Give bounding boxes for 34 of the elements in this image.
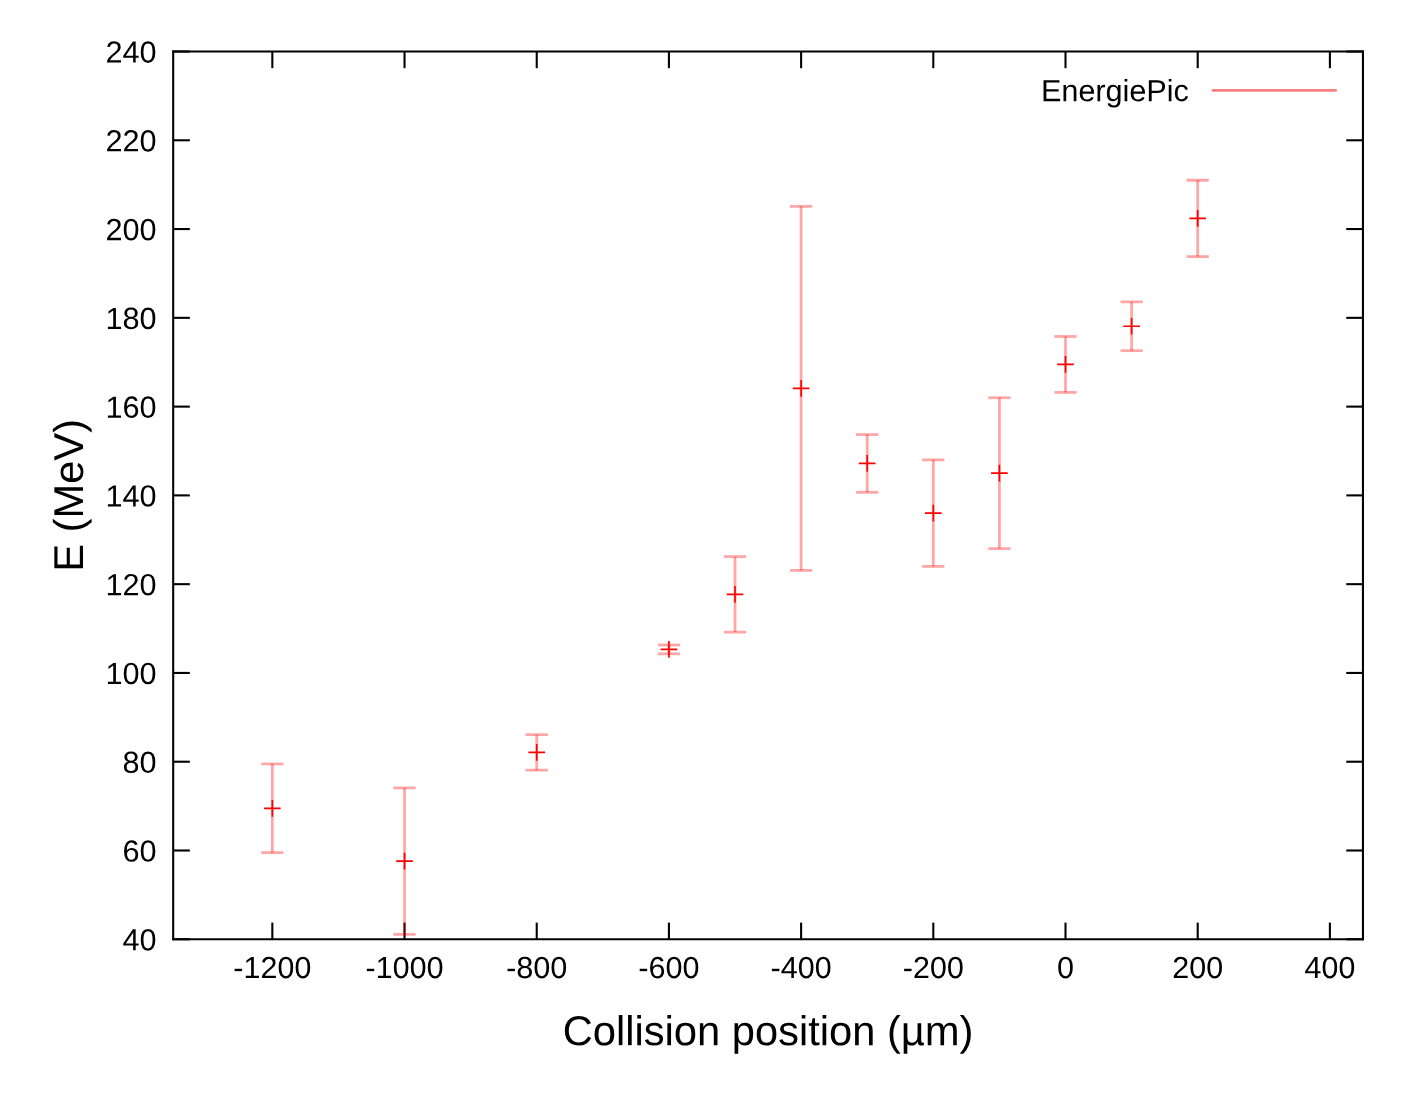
x-tick-label: -1000 <box>366 956 443 979</box>
x-tick-label: -800 <box>507 956 567 979</box>
legend-label: EnergiePic <box>1043 79 1188 108</box>
point <box>395 851 414 871</box>
x-tick-label: -200 <box>904 956 963 979</box>
x-tick-label: -1200 <box>234 956 311 979</box>
x-tick-label: 400 <box>1305 956 1355 979</box>
point <box>1122 317 1141 336</box>
point <box>990 464 1009 483</box>
y-tick-label: 240 <box>107 41 156 63</box>
point <box>1188 209 1207 228</box>
point <box>858 454 877 473</box>
point <box>725 585 745 604</box>
point <box>1056 355 1075 374</box>
point <box>791 379 811 398</box>
point <box>263 799 282 818</box>
point <box>924 503 943 523</box>
x-tick-label: -400 <box>771 956 831 979</box>
y-tick-label: 40 <box>123 929 156 951</box>
y-axis-title: E (MeV) <box>52 421 92 569</box>
point <box>527 743 546 762</box>
y-tick-label: 80 <box>123 751 156 774</box>
y-tick-label: 160 <box>107 396 156 418</box>
y-tick-label: 180 <box>107 307 156 330</box>
x-tick-label: 0 <box>1058 956 1073 979</box>
x-tick-label: -600 <box>639 956 699 979</box>
y-tick-label: 200 <box>107 218 156 241</box>
x-tick-label: 200 <box>1173 956 1222 979</box>
y-tick-label: 120 <box>107 573 156 596</box>
y-tick-label: 60 <box>124 840 156 862</box>
y-tick-label: 220 <box>107 130 156 152</box>
y-tick-label: 100 <box>107 662 156 685</box>
y-tick-label: 140 <box>107 485 156 507</box>
x-axis-title: Collision position (µm) <box>564 1014 971 1054</box>
